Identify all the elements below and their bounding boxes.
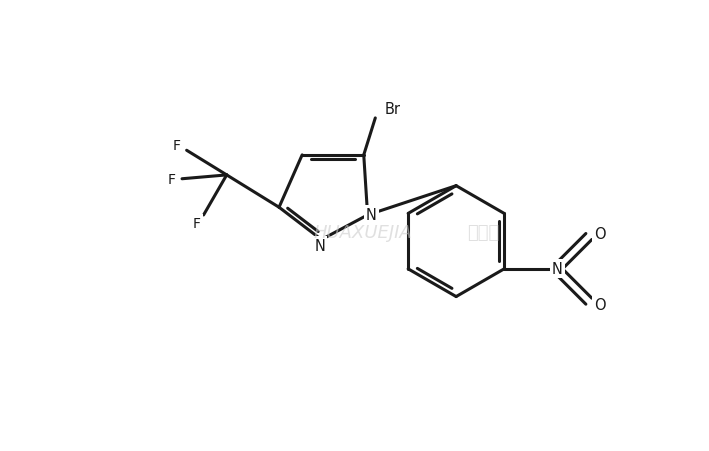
Text: O: O bbox=[594, 297, 605, 312]
Text: HUAXUEJIA: HUAXUEJIA bbox=[313, 223, 413, 241]
Text: N: N bbox=[552, 262, 563, 277]
Text: 化学加: 化学加 bbox=[467, 223, 499, 241]
Text: F: F bbox=[193, 217, 201, 231]
Text: Br: Br bbox=[384, 102, 401, 117]
Text: N: N bbox=[314, 239, 325, 253]
Text: O: O bbox=[594, 226, 605, 241]
Text: F: F bbox=[172, 138, 181, 152]
Text: N: N bbox=[366, 208, 377, 223]
Text: F: F bbox=[168, 172, 176, 186]
